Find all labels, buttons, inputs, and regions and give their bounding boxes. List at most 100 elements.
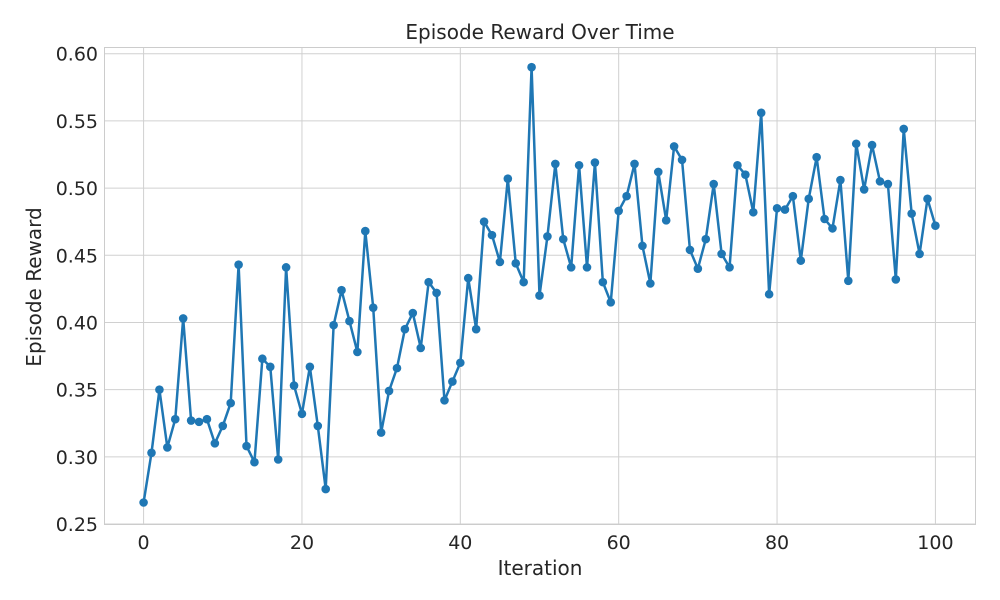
data-point (376, 428, 386, 437)
data-point (432, 288, 441, 298)
data-point (226, 398, 235, 408)
data-point (479, 217, 489, 226)
data-point (147, 448, 156, 458)
axis-ticks: 0 20 40 60 80 100 0.25 0.30 0.35 0.40 0.45 0.50 0.55… (56, 44, 954, 554)
x-tick-label: 60 (607, 532, 631, 554)
data-point (297, 409, 307, 419)
data-point (669, 142, 679, 151)
data-point (836, 175, 845, 185)
data-point (250, 457, 259, 467)
data-point (828, 224, 837, 233)
data-point (337, 285, 346, 295)
data-point (440, 396, 449, 405)
x-tick-label: 100 (917, 532, 953, 554)
data-point (867, 140, 877, 150)
data-point (923, 194, 932, 204)
y-tick-label: 0.25 (56, 514, 98, 536)
data-point (503, 174, 513, 183)
data-point (155, 385, 164, 394)
x-tick-label: 20 (290, 532, 314, 554)
data-point (345, 316, 354, 326)
y-tick-label: 0.30 (56, 447, 98, 469)
data-point (891, 275, 901, 284)
data-point (693, 264, 703, 274)
data-point (543, 232, 552, 241)
data-point (448, 377, 457, 386)
data-point (519, 277, 528, 287)
data-point (630, 159, 639, 169)
data-point (764, 289, 774, 299)
grid (104, 47, 975, 525)
data-point (820, 214, 829, 224)
data-point (677, 155, 687, 165)
data-point (202, 414, 212, 424)
y-tick-label: 0.45 (56, 245, 98, 267)
data-point (321, 484, 331, 494)
data-point (495, 257, 505, 267)
data-point (780, 205, 790, 214)
data-point (258, 354, 267, 364)
data-point (281, 263, 291, 272)
data-point (535, 291, 544, 300)
data-point (456, 358, 465, 368)
data-point (194, 417, 204, 427)
data-point (772, 203, 782, 213)
data-point (875, 177, 885, 186)
data-point (614, 206, 623, 216)
y-tick-label: 0.35 (56, 380, 98, 402)
data-point (353, 347, 362, 357)
data-point (178, 314, 188, 323)
data-point (622, 191, 631, 201)
data-point (590, 158, 600, 167)
data-point (463, 273, 473, 283)
y-tick-label: 0.50 (56, 178, 98, 200)
data-point (598, 277, 608, 287)
data-point (305, 362, 315, 372)
data-point (899, 124, 909, 134)
data-point (582, 263, 592, 272)
data-point (265, 362, 275, 372)
data-point (661, 216, 671, 225)
data-point (646, 279, 655, 288)
data-point (883, 179, 893, 189)
data-point (915, 249, 924, 259)
data-point (558, 234, 568, 244)
data-point (725, 263, 734, 272)
data-point (717, 249, 726, 259)
data-point (361, 226, 370, 236)
data-point (685, 245, 695, 255)
y-axis-label: Episode Reward (22, 207, 46, 366)
chart-title: Episode Reward Over Time (405, 20, 674, 44)
data-point (931, 221, 940, 231)
data-point (638, 241, 647, 251)
data-point (424, 277, 433, 287)
data-point (234, 260, 243, 269)
data-point (551, 159, 560, 169)
data-point (796, 256, 806, 265)
data-point (313, 421, 323, 431)
data-point (273, 455, 283, 464)
data-point (756, 108, 766, 118)
x-tick-label: 0 (138, 532, 150, 554)
data-point (384, 386, 394, 396)
data-point (139, 498, 148, 507)
data-point (368, 303, 378, 312)
data-point (527, 62, 536, 72)
data-point (606, 297, 616, 307)
plot-area-frame (104, 47, 976, 525)
data-point (851, 139, 861, 149)
series-line (142, 65, 937, 503)
data-point (163, 443, 172, 452)
data-point (812, 152, 821, 162)
data-point (329, 320, 338, 330)
data-point (210, 439, 220, 448)
data-point (487, 230, 497, 240)
data-point (709, 179, 718, 189)
data-point (400, 324, 410, 334)
y-tick-label: 0.60 (56, 44, 98, 66)
data-point (788, 191, 798, 201)
data-point (186, 416, 196, 425)
data-point (907, 209, 916, 218)
data-point (859, 185, 869, 194)
data-point (844, 276, 853, 286)
